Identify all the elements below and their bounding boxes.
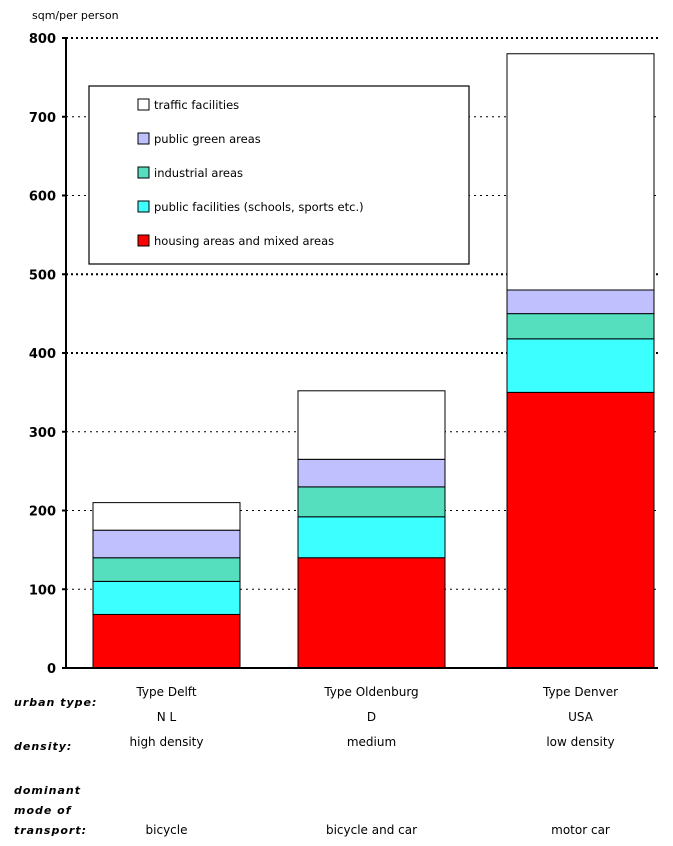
category-label-2: Type Denver	[542, 685, 618, 699]
y-tick-label-6: 600	[29, 190, 56, 205]
bar-segment-2-4	[506, 53, 655, 291]
bar-segment-0-4	[92, 502, 241, 531]
y-tick-label-2: 200	[29, 505, 56, 520]
legend-swatch-0	[137, 234, 150, 247]
bar-segment-1-1	[297, 516, 446, 559]
y-tick-label-4: 400	[29, 347, 56, 362]
legend-label-1: public facilities (schools, sports etc.)	[154, 200, 364, 214]
density-label-1: medium	[347, 735, 396, 749]
bar-segment-2-3	[506, 289, 655, 315]
row-label-transport_3: transport:	[14, 824, 87, 837]
legend-swatch-4	[137, 98, 150, 111]
bar-segment-0-0	[92, 613, 241, 669]
legend-swatch-2	[137, 166, 150, 179]
transport-label-2: motor car	[551, 823, 610, 837]
legend-label-4: traffic facilities	[154, 98, 239, 112]
bar-segment-1-2	[297, 486, 446, 518]
y-tick-label-1: 100	[29, 583, 56, 598]
y-tick-label-3: 300	[29, 426, 56, 441]
bar-segment-1-4	[297, 390, 446, 460]
bar-segment-0-1	[92, 580, 241, 615]
y-tick-label-8: 800	[29, 32, 56, 47]
bar-segment-0-2	[92, 557, 241, 582]
country-label-0: N L	[157, 710, 177, 724]
legend-label-0: housing areas and mixed areas	[154, 234, 334, 248]
legend-swatch-1	[137, 200, 150, 213]
y-tick-labels: 0 100 200 300 400 500 600 700 800	[29, 32, 56, 677]
bar-segment-2-1	[506, 338, 655, 393]
category-label-1: Type Oldenburg	[323, 685, 418, 699]
row-label-transport_2: mode of	[14, 804, 72, 817]
bar-segment-0-3	[92, 529, 241, 559]
legend: traffic facilities public green areas indu…	[88, 85, 470, 265]
legend-label-2: industrial areas	[154, 166, 243, 180]
y-tick-label-5: 500	[29, 268, 56, 283]
transport-label-1: bicycle and car	[326, 823, 417, 837]
density-label-2: low density	[546, 735, 614, 749]
country-label-2: USA	[568, 710, 594, 724]
axes	[62, 37, 658, 669]
bar-segment-1-3	[297, 458, 446, 488]
category-labels: Type Delft N L high density bicycle Type Old…	[130, 685, 619, 837]
legend-box	[88, 85, 470, 265]
row-label-density: density:	[14, 740, 72, 753]
bar-segment-1-0	[297, 557, 446, 669]
legend-label-3: public green areas	[154, 132, 261, 146]
y-tick-label-0: 0	[47, 662, 56, 677]
country-label-1: D	[367, 710, 376, 724]
density-label-0: high density	[130, 735, 204, 749]
bar-segment-2-0	[506, 391, 655, 669]
y-tick-label-7: 700	[29, 111, 56, 126]
transport-label-0: bicycle	[146, 823, 188, 837]
legend-swatch-3	[137, 132, 150, 145]
row-label-transport_1: dominant	[14, 784, 81, 797]
category-label-0: Type Delft	[135, 685, 196, 699]
bar-segment-2-2	[506, 313, 655, 340]
row-labels: urban type: density: dominant mode of transp…	[14, 696, 97, 837]
y-axis-title: sqm/per person	[32, 9, 119, 22]
bars	[92, 53, 655, 669]
row-label-urban_type: urban type:	[14, 696, 97, 709]
